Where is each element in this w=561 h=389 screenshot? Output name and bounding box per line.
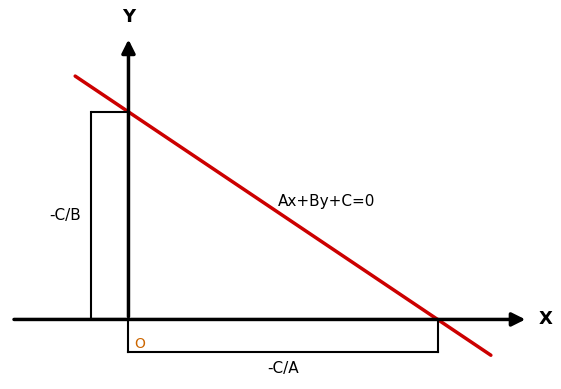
Text: X: X	[539, 310, 553, 328]
Text: Ax+By+C=0: Ax+By+C=0	[278, 194, 375, 209]
Text: -C/A: -C/A	[267, 361, 299, 376]
Text: -C/B: -C/B	[49, 208, 80, 223]
Text: Y: Y	[122, 8, 135, 26]
Text: O: O	[134, 337, 145, 351]
